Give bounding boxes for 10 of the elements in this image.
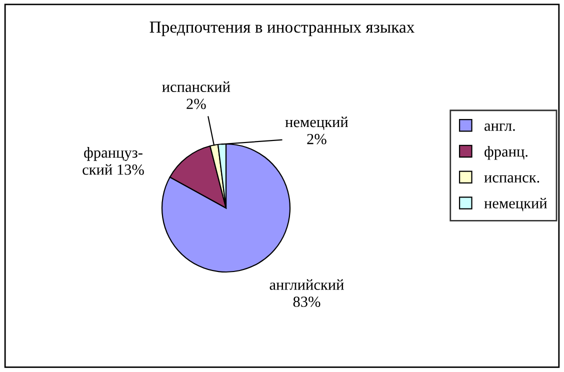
data-label: английский 83% [270, 279, 344, 307]
legend-label: англ. [484, 124, 515, 131]
chart-title: Предпочтения в иностранных языках [150, 22, 414, 36]
legend-label: немецкий [484, 198, 547, 212]
data-label: испанский 2% [162, 81, 230, 110]
data-label: немецкий 2% [285, 116, 348, 144]
pie-slice [161, 143, 291, 273]
legend-label: испанск. [484, 175, 540, 183]
legend-label: франц. [484, 146, 528, 160]
data-label: француз- ский 13% [82, 146, 144, 175]
